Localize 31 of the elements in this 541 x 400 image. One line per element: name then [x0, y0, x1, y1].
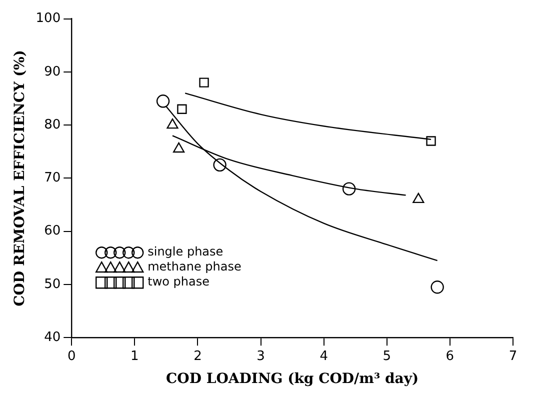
- point: [426, 136, 436, 146]
- point: [177, 104, 187, 114]
- legend-label: single phase: [148, 244, 224, 259]
- x-tick-label: 3: [256, 348, 265, 364]
- point: [166, 118, 178, 129]
- point: [342, 182, 356, 196]
- x-tick-label: 0: [67, 348, 76, 364]
- point: [199, 78, 209, 88]
- y-tick-label: 40: [44, 330, 61, 345]
- y-tick-label: 60: [44, 224, 61, 239]
- point: [430, 280, 444, 294]
- x-tick-label: 4: [320, 348, 328, 364]
- point: [173, 142, 185, 153]
- y-tick-label: 90: [44, 64, 61, 80]
- legend-label: methane phase: [148, 260, 242, 274]
- x-tick-label: 1: [130, 348, 139, 364]
- point: [412, 192, 424, 204]
- point: [156, 94, 170, 108]
- line-series: [172, 135, 406, 196]
- x-tick-label: 7: [508, 348, 518, 364]
- y-tick-label: 80: [44, 117, 61, 132]
- y-axis-title: COD REMOVAL EFFICIENCY (%): [12, 50, 28, 306]
- x-tick-label: 5: [382, 348, 392, 364]
- y-tick-label: 50: [44, 276, 61, 292]
- x-tick-label: 2: [194, 348, 202, 364]
- y-tick-label: 70: [44, 170, 61, 186]
- point: [213, 158, 226, 172]
- x-axis-title: COD LOADING (kg COD/m³ day): [166, 371, 419, 388]
- legend-label: two phase: [148, 274, 210, 289]
- x-tick-label: 6: [446, 348, 454, 364]
- y-tick-label: 100: [36, 11, 61, 26]
